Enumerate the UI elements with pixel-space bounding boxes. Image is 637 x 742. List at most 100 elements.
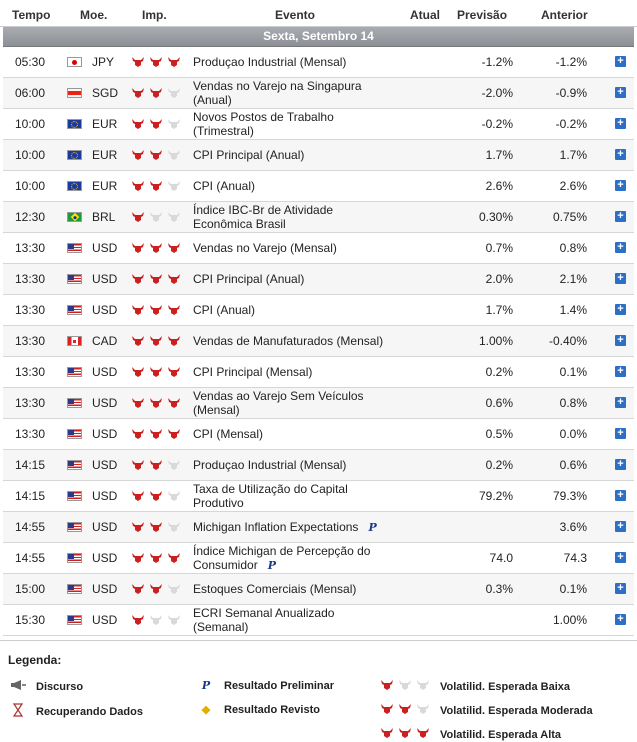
event-forecast: 2.6%	[485, 179, 513, 193]
legend-moderate-label: Volatilid. Esperada Moderada	[440, 704, 593, 717]
event-name[interactable]: CPI Principal (Anual)	[193, 148, 305, 162]
table-row: 15:00 USD Estoques Comerciais (Mensal) 0.3%…	[3, 574, 634, 605]
event-currency: USD	[92, 427, 118, 441]
event-name[interactable]: Taxa de Utilização do Capital Produtivo	[193, 482, 348, 510]
event-name-cell: Produçao Industrial (Mensal)	[193, 450, 393, 480]
event-time: 15:00	[15, 582, 46, 596]
header-forecast[interactable]: Previsão	[457, 8, 508, 22]
event-forecast: 0.5%	[485, 427, 513, 441]
event-name[interactable]: CPI Principal (Mensal)	[193, 365, 313, 379]
importance-bulls-icon	[131, 264, 187, 294]
event-previous: 0.1%	[559, 582, 587, 596]
expand-plus-icon[interactable]: +	[615, 583, 626, 594]
flag-us-icon	[67, 522, 82, 532]
expand-plus-icon[interactable]: +	[615, 149, 626, 160]
flag-eu-icon	[67, 181, 82, 191]
event-name-cell: CPI (Mensal)	[193, 419, 393, 449]
event-name[interactable]: Novos Postos de Trabalho (Trimestral)	[193, 110, 334, 138]
header-event[interactable]: Evento	[275, 8, 316, 22]
flag-us-icon	[67, 553, 82, 563]
event-previous: 0.6%	[559, 458, 587, 472]
event-currency: BRL	[92, 210, 116, 224]
event-name[interactable]: Vendas de Manufaturados (Mensal)	[193, 334, 384, 348]
hourglass-icon	[8, 703, 28, 720]
expand-plus-icon[interactable]: +	[615, 428, 626, 439]
expand-plus-icon[interactable]: +	[615, 87, 626, 98]
legend-preliminary: P Resultado Preliminar	[196, 679, 334, 692]
event-name[interactable]: CPI (Anual)	[193, 179, 256, 193]
event-name[interactable]: CPI (Anual)	[193, 303, 256, 317]
event-name[interactable]: ECRI Semanal Anualizado (Semanal)	[193, 606, 335, 634]
event-name-cell: CPI Principal (Anual)	[193, 140, 393, 170]
megaphone-icon	[8, 679, 28, 694]
expand-plus-icon[interactable]: +	[615, 552, 626, 563]
event-currency: EUR	[92, 148, 118, 162]
header-currency[interactable]: Moe.	[80, 8, 108, 22]
expand-plus-icon[interactable]: +	[615, 56, 626, 67]
event-name[interactable]: Índice IBC-Br de Atividade Econômica Bra…	[193, 203, 334, 231]
expand-plus-icon[interactable]: +	[615, 304, 626, 315]
expand-plus-icon[interactable]: +	[615, 118, 626, 129]
expand-plus-icon[interactable]: +	[615, 397, 626, 408]
flag-ca-icon	[67, 336, 82, 346]
event-currency: USD	[92, 458, 118, 472]
event-previous: 0.8%	[559, 396, 587, 410]
event-name[interactable]: Índice Michigan de Percepção do Consumid…	[193, 543, 371, 572]
event-name-cell: Índice IBC-Br de Atividade Econômica Bra…	[193, 202, 393, 232]
flag-eu-icon	[67, 150, 82, 160]
expand-plus-icon[interactable]: +	[615, 614, 626, 625]
event-previous: 0.8%	[559, 241, 587, 255]
event-name-cell: CPI (Anual)	[193, 171, 393, 201]
event-name[interactable]: Estoques Comerciais (Mensal)	[193, 582, 357, 596]
flag-br-icon	[67, 212, 82, 222]
legend-moderate: Volatilid. Esperada Moderada	[380, 703, 593, 718]
flag-sg-icon	[67, 88, 82, 98]
expand-plus-icon[interactable]: +	[615, 366, 626, 377]
event-name-cell: ECRI Semanal Anualizado (Semanal)	[193, 605, 393, 635]
importance-bulls-icon	[131, 326, 187, 356]
table-row: 05:30 JPY Produçao Industrial (Mensal) -1.2…	[3, 47, 634, 78]
flag-us-icon	[67, 274, 82, 284]
legend-preliminary-label: Resultado Preliminar	[224, 679, 335, 692]
table-row: 06:00 SGD Vendas no Varejo na Singapura (A…	[3, 78, 634, 109]
event-time: 14:55	[15, 520, 46, 534]
event-name[interactable]: CPI (Mensal)	[193, 427, 264, 441]
expand-plus-icon[interactable]: +	[615, 490, 626, 501]
event-name[interactable]: Michigan Inflation Expectations	[193, 519, 359, 534]
event-currency: USD	[92, 303, 118, 317]
importance-bulls-icon	[131, 512, 187, 542]
event-name[interactable]: CPI Principal (Anual)	[193, 272, 305, 286]
expand-plus-icon[interactable]: +	[615, 211, 626, 222]
header-time[interactable]: Tempo	[12, 8, 51, 22]
expand-plus-icon[interactable]: +	[615, 242, 626, 253]
event-name[interactable]: Vendas no Varejo na Singapura (Anual)	[193, 79, 362, 107]
event-name[interactable]: Produçao Industrial (Mensal)	[193, 55, 347, 69]
expand-plus-icon[interactable]: +	[615, 180, 626, 191]
event-time: 14:15	[15, 489, 46, 503]
importance-bulls-icon	[131, 419, 187, 449]
event-name[interactable]: Vendas ao Varejo Sem Veículos (Mensal)	[193, 389, 364, 417]
legend-retrieving: Recuperando Dados	[8, 703, 143, 720]
volatility-low-icon	[380, 679, 434, 694]
event-previous: 0.0%	[559, 427, 587, 441]
expand-plus-icon[interactable]: +	[615, 273, 626, 284]
event-forecast: 2.0%	[485, 272, 513, 286]
table-row: 13:30 USD CPI Principal (Anual) 2.0% 2.1% +	[3, 264, 634, 295]
header-previous[interactable]: Anterior	[541, 8, 588, 22]
header-importance[interactable]: Imp.	[142, 8, 167, 22]
event-name[interactable]: Produçao Industrial (Mensal)	[193, 458, 347, 472]
event-currency: USD	[92, 241, 118, 255]
event-currency: USD	[92, 365, 118, 379]
importance-bulls-icon	[131, 140, 187, 170]
flag-eu-icon	[67, 119, 82, 129]
header-actual[interactable]: Atual	[410, 8, 440, 22]
event-forecast: -1.2%	[481, 55, 513, 69]
expand-plus-icon[interactable]: +	[615, 459, 626, 470]
event-currency: USD	[92, 272, 118, 286]
expand-plus-icon[interactable]: +	[615, 335, 626, 346]
importance-bulls-icon	[131, 233, 187, 263]
event-name[interactable]: Vendas no Varejo (Mensal)	[193, 241, 337, 255]
legend: Legenda: Discurso Recuperando Dados P Re…	[0, 640, 637, 741]
event-forecast: 0.30%	[478, 210, 513, 224]
expand-plus-icon[interactable]: +	[615, 521, 626, 532]
